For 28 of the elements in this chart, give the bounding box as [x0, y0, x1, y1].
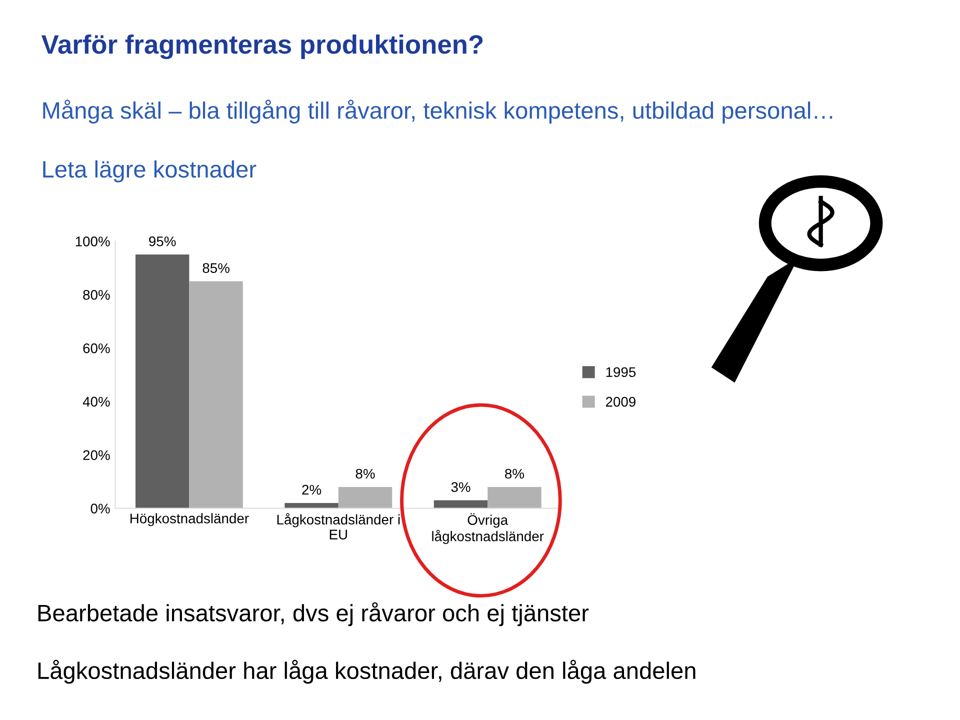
legend-label: 2009 [606, 396, 636, 407]
y-tick-label: 0% [90, 504, 110, 514]
bar [189, 281, 243, 508]
data-label: 2% [302, 484, 322, 495]
y-tick-label: 80% [83, 290, 110, 300]
chart-title: Varför fragmenteras produktionen? [41, 34, 483, 60]
data-label: 85% [202, 263, 230, 273]
y-tick-label: 100% [76, 236, 110, 246]
x-tick-label: Lågkostnadsländer i EU [277, 513, 400, 540]
bar [135, 254, 190, 508]
x-tick-label: Högkostnadsländer [130, 513, 249, 526]
data-label: 8% [356, 468, 375, 479]
text: Bearbetade insatsvaror, dvs ej råvaror och ej tjänster [38, 602, 589, 626]
x-tick-label: Övriga lågkostnadsländer [432, 513, 544, 544]
bar [284, 502, 338, 508]
text: Leta lägre kostnader [43, 160, 256, 182]
y-tick-label: 60% [83, 343, 110, 354]
data-label: 95% [149, 236, 176, 246]
legend-label: 1995 [606, 367, 636, 378]
bar [488, 486, 542, 508]
bar [338, 486, 392, 508]
data-label: 3% [451, 482, 470, 492]
chart-subtitle: Många skäl – bla tillgång till råvaror, teknisk kompetens, utbildad personal… [43, 100, 832, 124]
text: Lågkostnadsländer har låga kostnader, därav den låga andelen [38, 660, 696, 684]
y-tick-label: 40% [82, 396, 110, 407]
data-label: 8% [505, 468, 524, 479]
bar [434, 500, 488, 508]
y-tick-label: 20% [83, 450, 110, 460]
